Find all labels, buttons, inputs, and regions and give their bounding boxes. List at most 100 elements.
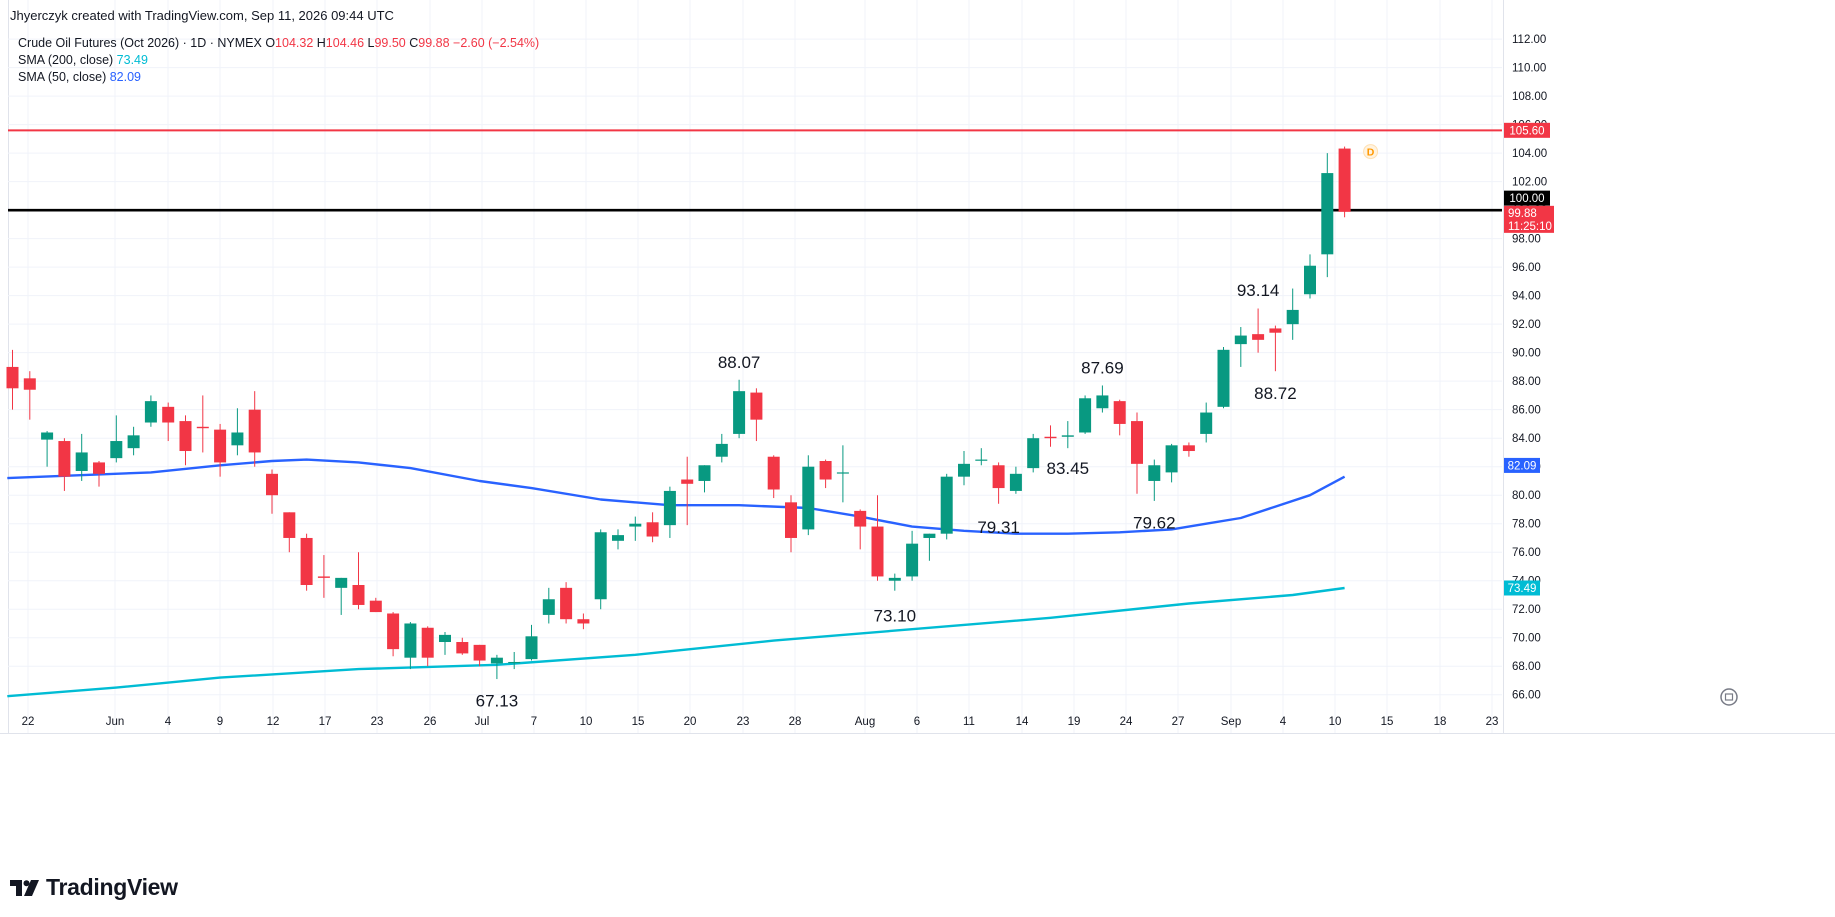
candle[interactable] [906, 530, 919, 581]
candle[interactable] [525, 624, 538, 661]
candle[interactable] [663, 486, 676, 538]
candle[interactable] [819, 459, 832, 489]
candle[interactable] [1269, 325, 1282, 372]
candle[interactable] [715, 433, 728, 463]
candle[interactable] [940, 473, 953, 540]
candle[interactable] [542, 587, 555, 624]
candle[interactable] [127, 426, 140, 456]
candle[interactable] [871, 495, 884, 581]
candle[interactable] [1182, 442, 1195, 457]
candle[interactable] [214, 423, 227, 477]
candle[interactable] [1165, 443, 1178, 483]
x-tick-label: 6 [914, 716, 920, 728]
candle[interactable] [75, 433, 88, 481]
candle[interactable] [404, 622, 417, 670]
candle[interactable] [1061, 421, 1074, 449]
candle[interactable] [1286, 288, 1299, 340]
candle-body [162, 406, 175, 423]
dividend-marker[interactable] [1363, 144, 1379, 160]
candle[interactable] [335, 577, 348, 615]
candle[interactable] [387, 612, 400, 657]
candle[interactable] [6, 349, 19, 410]
candle[interactable] [23, 371, 36, 420]
candle[interactable] [248, 391, 261, 467]
candle[interactable] [612, 529, 624, 550]
x-tick-label: 14 [1016, 716, 1029, 728]
symbol-title[interactable]: Crude Oil Futures (Oct 2026) · 1D · NYME… [18, 36, 262, 50]
candle[interactable] [1234, 327, 1247, 367]
candle[interactable] [629, 516, 642, 541]
candle[interactable] [646, 512, 659, 543]
candle[interactable] [1338, 146, 1351, 218]
candle-body [352, 584, 365, 605]
candle-body [283, 512, 296, 538]
candle[interactable] [58, 438, 71, 491]
candle[interactable] [560, 582, 573, 624]
candle[interactable] [1304, 254, 1316, 299]
candle[interactable] [1252, 308, 1265, 353]
candle[interactable] [456, 637, 469, 655]
candle[interactable] [1009, 466, 1022, 494]
candle[interactable] [923, 533, 936, 561]
candle[interactable] [1096, 385, 1109, 413]
candle[interactable] [421, 626, 434, 667]
candle[interactable] [1079, 395, 1092, 434]
dividend-marker-label: D [1367, 147, 1375, 159]
candle[interactable] [594, 529, 607, 610]
candle[interactable] [854, 509, 867, 550]
price-badge-countdown: 11:25:10 [1508, 221, 1552, 233]
candle[interactable] [179, 415, 192, 466]
candle[interactable] [1113, 399, 1126, 436]
candle-body [560, 587, 573, 620]
candle[interactable] [231, 408, 244, 456]
x-tick-label: 9 [217, 716, 223, 728]
candle[interactable] [1131, 412, 1143, 494]
candle[interactable] [300, 533, 313, 591]
tradingview-logo[interactable]: TradingView [10, 874, 178, 901]
candle[interactable] [785, 495, 797, 553]
legend-sma50-row[interactable]: SMA (50, close) 82.09 [18, 69, 539, 86]
candle[interactable] [317, 555, 330, 598]
candle-body [196, 426, 209, 429]
candle[interactable] [1321, 153, 1334, 278]
candle[interactable] [733, 379, 746, 439]
candle[interactable] [508, 651, 521, 670]
candle[interactable] [439, 632, 451, 655]
candle[interactable] [110, 415, 123, 463]
legend-sma200-row[interactable]: SMA (200, close) 73.49 [18, 52, 539, 69]
candle[interactable] [196, 395, 209, 453]
candle[interactable] [473, 644, 486, 667]
candle[interactable] [1027, 433, 1040, 473]
candle[interactable] [836, 445, 849, 503]
candle[interactable] [1044, 425, 1057, 447]
candle[interactable] [369, 597, 382, 613]
candle[interactable] [975, 448, 988, 466]
reset-scale-icon[interactable] [1720, 688, 1738, 706]
candle[interactable] [490, 654, 503, 680]
candle-body [888, 577, 901, 581]
candle[interactable] [577, 613, 590, 630]
candle[interactable] [750, 388, 763, 442]
candle-body [525, 636, 538, 660]
candle[interactable] [698, 465, 711, 493]
candle[interactable] [888, 573, 901, 591]
candle[interactable] [144, 395, 157, 427]
candle[interactable] [767, 455, 780, 499]
candle[interactable] [266, 469, 278, 514]
candle[interactable] [802, 455, 815, 536]
levels-layer [8, 129, 1502, 212]
candle[interactable] [283, 512, 296, 553]
candle[interactable] [352, 552, 365, 610]
legend-ohlc-row[interactable]: Crude Oil Futures (Oct 2026) · 1D · NYME… [18, 35, 539, 52]
candle[interactable] [1217, 346, 1230, 409]
candle[interactable] [41, 431, 54, 467]
candle[interactable] [1148, 459, 1161, 501]
candle[interactable] [681, 456, 694, 526]
candle[interactable] [1200, 402, 1213, 443]
candle-body [975, 459, 988, 461]
candle[interactable] [992, 462, 1005, 504]
candle[interactable] [958, 451, 970, 486]
candle[interactable] [162, 402, 175, 442]
candle[interactable] [93, 460, 105, 487]
